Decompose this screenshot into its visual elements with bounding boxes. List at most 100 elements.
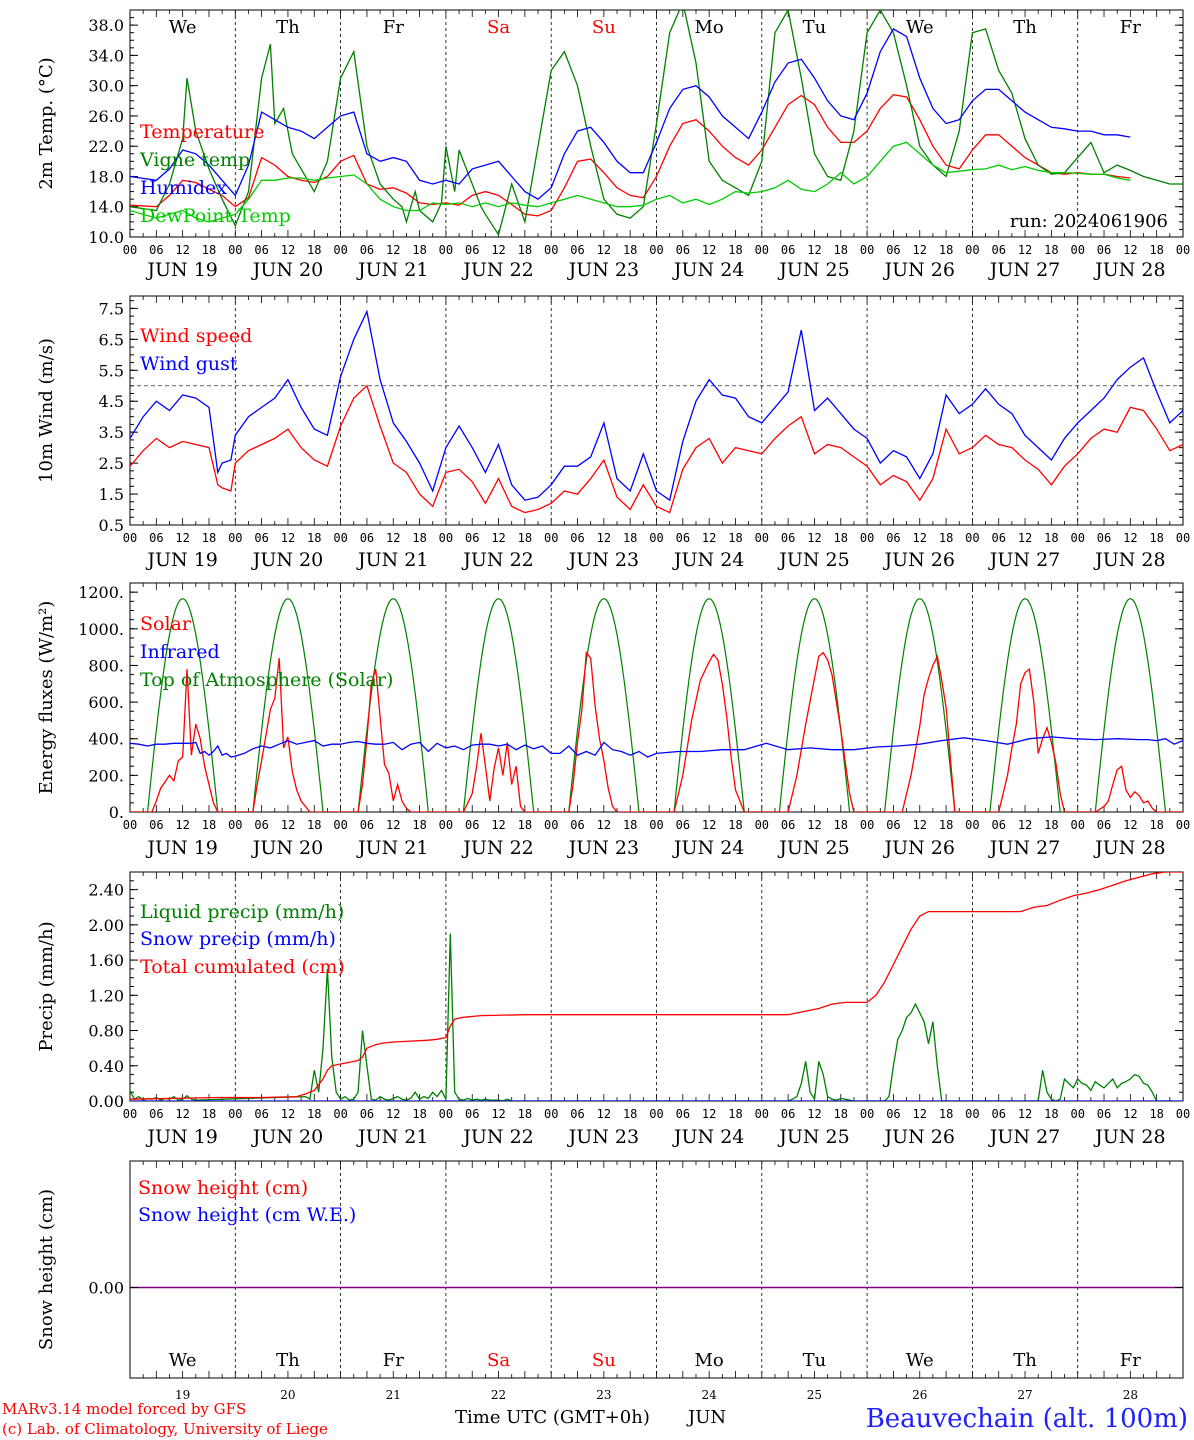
solar-line: [130, 650, 1183, 812]
hour-tick-label: 06: [149, 531, 163, 545]
hour-tick-label: 00: [860, 1107, 874, 1121]
hour-tick-label: 12: [807, 1107, 821, 1121]
date-label: JUN 26: [883, 1126, 955, 1148]
hour-tick-label: 00: [439, 1107, 453, 1121]
hour-tick-label: 18: [939, 531, 953, 545]
panels-layer: 2m Temp. (°C) 10.0 14.0 18.0 22.0 26.0 30.0 34.…: [36, 9, 1190, 1402]
hour-tick-label: 18: [1149, 818, 1163, 832]
hour-tick-label: 06: [676, 531, 690, 545]
hour-tick-label: 18: [1149, 243, 1163, 257]
humidex-line: [130, 28, 1131, 200]
legend-wind-gust: Wind gust: [140, 353, 238, 375]
hour-tick-label: 06: [254, 243, 268, 257]
date-label: JUN 23: [567, 549, 639, 571]
hour-tick-label: 00: [965, 243, 979, 257]
hour-tick-label: 12: [1123, 243, 1137, 257]
snow-ytick-label: 0.00: [88, 1279, 124, 1298]
hour-tick-label: 12: [1018, 818, 1032, 832]
wind-ytick-label: 0.5: [99, 516, 124, 535]
hour-tick-label: 06: [360, 818, 374, 832]
hour-tick-label: 06: [1097, 243, 1111, 257]
hour-tick-label: 06: [991, 243, 1005, 257]
hour-tick-label: 06: [781, 531, 795, 545]
legend-total-cumulated-cm: Total cumulated (cm): [140, 956, 345, 978]
date-label: JUN 19: [145, 549, 217, 571]
hour-tick-label: 00: [649, 531, 663, 545]
hour-tick-label: 12: [1018, 1107, 1032, 1121]
bottom-day-number: 26: [912, 1388, 927, 1402]
hour-tick-label: 18: [834, 243, 848, 257]
bottom-month-label: JUN: [686, 1407, 726, 1428]
hour-tick-label: 06: [570, 243, 584, 257]
hour-tick-label: 00: [860, 531, 874, 545]
wind-ytick-label: 5.5: [99, 361, 124, 380]
hour-tick-label: 18: [1044, 1107, 1058, 1121]
hour-tick-label: 12: [702, 243, 716, 257]
hour-tick-label: 06: [570, 818, 584, 832]
hour-tick-label: 18: [202, 818, 216, 832]
top-day-of-week: Tu: [803, 17, 827, 38]
energy-series-group: [130, 597, 1183, 812]
hour-tick-label: 00: [1070, 1107, 1084, 1121]
hour-tick-label: 06: [149, 243, 163, 257]
hour-tick-label: 12: [281, 818, 295, 832]
bottom-day-of-week: Tu: [803, 1350, 827, 1371]
date-label: JUN 23: [567, 837, 639, 859]
wind-ytick-label: 1.5: [99, 485, 124, 504]
temp-ytick-label: 26.0: [88, 107, 124, 126]
bottom-day-number: 23: [596, 1388, 611, 1402]
hour-tick-label: 12: [597, 243, 611, 257]
hour-tick-label: 18: [307, 243, 321, 257]
hour-tick-label: 18: [202, 1107, 216, 1121]
legend-snow-height-cm: Snow height (cm): [138, 1177, 308, 1199]
legend-dewpoint-temp: DewPoint Temp: [140, 205, 291, 227]
date-label: JUN 27: [988, 1126, 1060, 1148]
hour-tick-label: 18: [518, 1107, 532, 1121]
run-label: run: 2024061906: [1010, 211, 1168, 232]
precip-ytick-label: 2.40: [88, 881, 124, 900]
hour-tick-label: 12: [491, 1107, 505, 1121]
energy-ytick-label: 400.: [88, 730, 124, 749]
energy-panel: Energy fluxes (W/m²) 0. 200. 400. 600. 800. 10…: [36, 582, 1190, 859]
precip-ylabel: Precip (mm/h): [36, 921, 57, 1051]
date-label: JUN 27: [988, 837, 1060, 859]
energy-ytick-label: 1200.: [78, 583, 124, 602]
wind-panel: 10m Wind (m/s) 0.5 1.5 2.5 3.5 4.5 5.5 6.5 7.5 Wi…: [36, 295, 1190, 571]
date-label: JUN 21: [356, 837, 428, 859]
date-label: JUN 22: [461, 837, 533, 859]
legend-vigne-temp: Vigne temp: [139, 149, 250, 171]
hour-tick-label: 12: [386, 243, 400, 257]
top-day-of-week: Th: [1013, 17, 1037, 38]
hour-tick-label: 06: [465, 243, 479, 257]
date-label: JUN 26: [883, 837, 955, 859]
hour-tick-label: 00: [544, 243, 558, 257]
hour-tick-label: 00: [755, 1107, 769, 1121]
temp-ytick-label: 18.0: [88, 167, 124, 186]
hour-tick-label: 18: [1044, 818, 1058, 832]
dewpoint-temp-line: [130, 141, 1131, 223]
date-label: JUN 28: [1093, 837, 1165, 859]
hour-tick-label: 06: [991, 818, 1005, 832]
hour-tick-label: 00: [123, 243, 137, 257]
hour-tick-label: 12: [597, 531, 611, 545]
hour-tick-label: 00: [123, 818, 137, 832]
hour-tick-label: 00: [544, 1107, 558, 1121]
hour-tick-label: 18: [939, 818, 953, 832]
date-label: JUN 23: [567, 1126, 639, 1148]
wind-gust-line: [130, 309, 1183, 502]
hour-tick-label: 12: [281, 243, 295, 257]
hour-tick-label: 06: [465, 818, 479, 832]
top-day-of-week: Mo: [695, 17, 724, 38]
hour-tick-label: 00: [123, 1107, 137, 1121]
top-day-of-week: Fr: [383, 17, 404, 38]
date-label: JUN 27: [988, 549, 1060, 571]
energy-ytick-label: 200.: [88, 766, 124, 785]
wind-series-group: [130, 309, 1183, 514]
energy-ylabel: Energy fluxes (W/m²): [36, 601, 57, 795]
hour-tick-label: 06: [570, 531, 584, 545]
hour-tick-label: 18: [1044, 243, 1058, 257]
hour-tick-label: 06: [676, 1107, 690, 1121]
hour-tick-label: 06: [1097, 1107, 1111, 1121]
hour-tick-label: 06: [465, 531, 479, 545]
temp-ytick-label: 14.0: [88, 198, 124, 217]
